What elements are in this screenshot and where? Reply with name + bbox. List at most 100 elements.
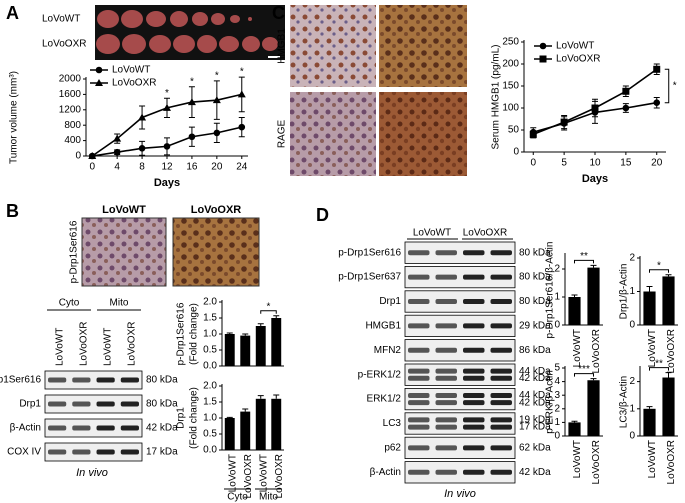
blot-band — [408, 299, 430, 304]
blot-band — [408, 469, 430, 475]
y-tick-label: 0.0 — [203, 361, 217, 372]
y-tick-label: 800 — [64, 120, 81, 131]
blot-band — [463, 424, 485, 430]
error-bar — [257, 395, 264, 399]
marker — [539, 55, 547, 63]
error-bar — [226, 332, 233, 334]
blot-band — [490, 445, 512, 451]
x-tick-label: LoVoOXR — [591, 329, 602, 373]
blot-protein: p-ERK1/2 — [358, 369, 402, 380]
y-axis-label: Tumor volume (mm³) — [9, 71, 20, 164]
y-tick-label: 1 — [629, 286, 635, 297]
marker — [653, 65, 661, 73]
x-tick-label: 0 — [530, 158, 536, 169]
ihc-image — [81, 217, 167, 287]
ihc-image — [379, 5, 467, 87]
blot-row — [404, 461, 516, 484]
y-tick-label: 0 — [554, 320, 560, 331]
x-tick-label: LoVoOXR — [243, 454, 254, 498]
blot-kda: 19 kDa — [519, 415, 551, 426]
marker — [187, 98, 196, 106]
error-bar — [665, 274, 672, 277]
y-tick-label: 2 — [629, 376, 635, 387]
error-bar — [590, 378, 597, 381]
sig-bracket — [649, 269, 669, 273]
blot-kda: 29 kDa — [519, 321, 551, 332]
error-bar — [571, 420, 578, 423]
marker — [95, 79, 103, 86]
error-bar — [590, 264, 597, 268]
legend-label: LoVoWT — [112, 65, 150, 76]
bar — [643, 408, 656, 436]
blot-band — [490, 375, 512, 381]
y-tick-label: 0 — [629, 320, 635, 331]
sig-label: * — [240, 67, 244, 78]
group-label: Mito — [259, 492, 278, 503]
bar — [240, 411, 251, 450]
blot-kda: 80 kDa — [146, 399, 178, 410]
blot-protein: p-Drp1Ser637 — [338, 272, 401, 283]
y-axis-label: p-Drp1Ser616/β-Actin — [545, 242, 556, 339]
blot-row — [404, 265, 516, 289]
marker — [163, 143, 171, 150]
bar — [568, 422, 581, 436]
x-tick-label: LoVoWT — [572, 329, 583, 367]
x-tick-label: 8 — [139, 162, 145, 173]
blot-band — [408, 347, 430, 353]
sig-label: * — [657, 260, 661, 271]
bar — [255, 326, 266, 366]
ihc-row-label: p-Drp1Ser616 — [69, 220, 80, 283]
blot-band — [435, 424, 457, 430]
photo-label: LoVoOXR — [42, 39, 86, 50]
blot-row — [404, 412, 516, 435]
x-tick-label: 10 — [589, 158, 601, 169]
blot-kda: 44 kDa — [519, 390, 551, 401]
y-tick-label: 250 — [502, 37, 519, 48]
blot-lane: LoVoOXR — [127, 322, 138, 366]
bar — [240, 335, 251, 366]
group-label: Cyto — [227, 492, 248, 503]
sig-label: *** — [578, 364, 590, 375]
y-tick-label: 2 — [629, 253, 635, 264]
bar — [271, 398, 282, 450]
x-tick-label: 16 — [186, 162, 198, 173]
x-tick-label: 24 — [236, 162, 248, 173]
blot-band — [408, 375, 430, 381]
blot-band — [96, 425, 115, 431]
blot-protein: MFN2 — [374, 345, 402, 356]
blot-row — [404, 314, 516, 338]
blot-band — [96, 377, 115, 383]
blot-band — [48, 401, 67, 407]
y-tick-label: 1 — [554, 292, 560, 303]
blot-row — [44, 442, 143, 462]
blot-kda: 42 kDa — [519, 467, 551, 478]
y-tick-label: 1 — [629, 403, 635, 414]
blot-kda: 42 kDa — [519, 373, 551, 384]
blot-band — [463, 323, 485, 329]
x-tick-label: 20 — [651, 158, 663, 169]
blot-band — [435, 299, 457, 304]
y-tick-label: 2.0 — [203, 381, 217, 392]
blot-band — [408, 424, 430, 430]
blot-protein: Drp1 — [19, 399, 41, 410]
y-tick-label: 1.0 — [203, 413, 217, 424]
y-tick-label: 1600 — [59, 89, 82, 100]
blot-row — [44, 370, 143, 390]
marker — [237, 90, 246, 98]
blot-kda: 44 kDa — [519, 366, 551, 377]
error-bar — [273, 315, 280, 318]
marker — [138, 113, 147, 121]
y-tick-label: 0.5 — [203, 345, 217, 356]
y-tick-label: 2.0 — [203, 297, 217, 308]
image-panels — [81, 5, 467, 287]
sig-label: * — [215, 71, 219, 82]
blot-band — [435, 347, 457, 353]
blot-protein: β-Actin — [10, 423, 41, 434]
y-axis-label: (Fold change) — [189, 387, 200, 449]
blot-band — [48, 425, 67, 431]
bar — [224, 334, 235, 366]
blot-band — [490, 469, 512, 475]
blot-row — [404, 387, 516, 411]
x-tick-label: LoVoOXR — [666, 440, 677, 484]
y-tick-label: 50 — [508, 125, 520, 136]
